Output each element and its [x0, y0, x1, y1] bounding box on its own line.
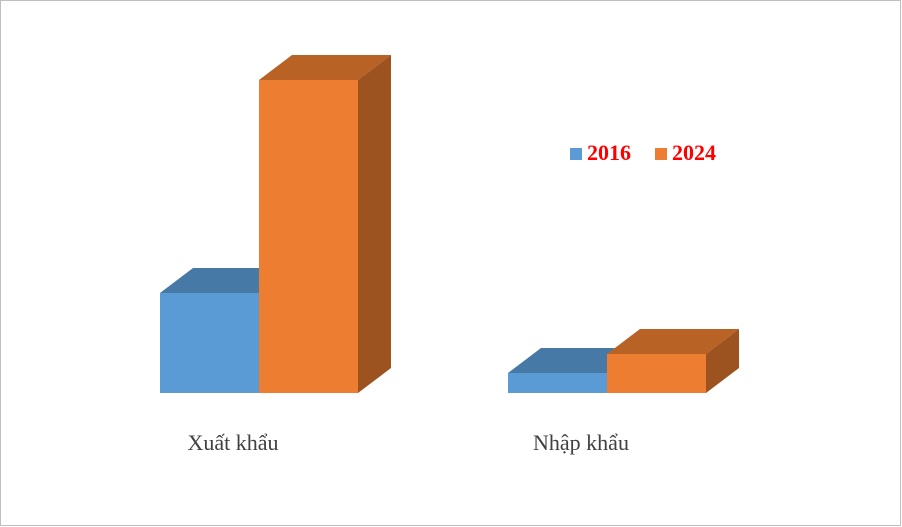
bar-side [706, 329, 739, 393]
bar-top [259, 55, 391, 80]
bar [508, 373, 607, 393]
legend-label: 2024 [672, 140, 716, 165]
x-tick-label: Nhập khẩu [533, 430, 629, 455]
legend-label: 2016 [587, 140, 631, 165]
legend-swatch [570, 148, 582, 160]
bar [259, 80, 358, 393]
bar-side [358, 55, 391, 393]
legend-swatch [655, 148, 667, 160]
x-tick-label: Xuất khẩu [187, 430, 278, 455]
bar-top [607, 329, 739, 354]
bar [607, 354, 706, 393]
bar [160, 293, 259, 393]
